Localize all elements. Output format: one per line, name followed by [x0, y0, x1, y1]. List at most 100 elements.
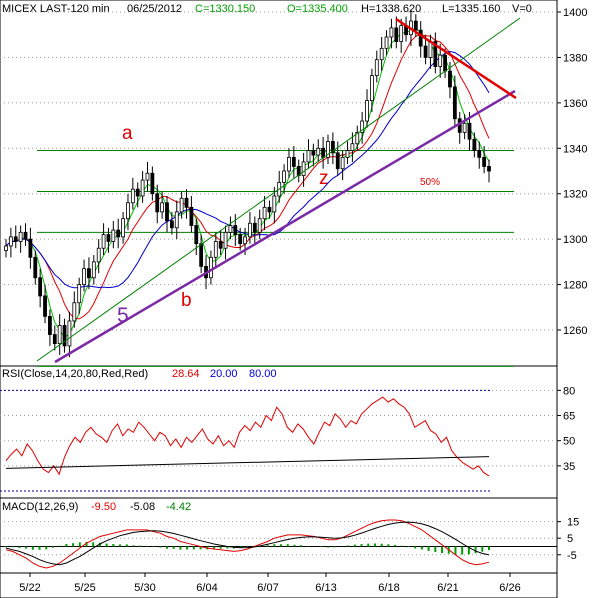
candle-body — [91, 261, 96, 279]
candle-body — [184, 197, 189, 208]
candle-body — [399, 25, 404, 42]
price-tick-label: 1320 — [563, 189, 587, 201]
candle-body — [443, 54, 447, 72]
header-open: O=1335.400 — [287, 3, 348, 15]
candle-body — [43, 295, 47, 317]
macd-tick-label: 5 — [567, 533, 573, 545]
header-date: 06/25/2012 — [127, 3, 182, 15]
price-tick-label: 1280 — [563, 280, 587, 292]
macd-header-params: MACD(12,26,9) — [2, 501, 78, 513]
header-low: L=1335.160 — [442, 3, 500, 15]
candle-body — [452, 86, 457, 120]
macd-header-signal: -5.08 — [130, 501, 155, 513]
wave-label-a: a — [122, 123, 133, 144]
header-high: H=1338.620 — [361, 3, 421, 15]
ma-slow-line — [5, 50, 490, 289]
price-tick-label: 1400 — [563, 7, 587, 19]
x-tick-label: 6/26 — [499, 582, 520, 594]
candle-body — [243, 236, 247, 245]
candle-body — [111, 229, 116, 242]
candle-body — [340, 156, 345, 170]
x-tick-label: 6/07 — [257, 582, 278, 594]
candle-body — [326, 141, 330, 158]
candle-body — [96, 247, 101, 263]
rsi-tick-label: 80 — [563, 385, 575, 397]
candle-body — [291, 156, 296, 167]
candle-body — [189, 206, 194, 226]
candle-body — [106, 234, 111, 242]
fib-50-label: 50% — [420, 177, 440, 188]
candle-body — [321, 147, 326, 158]
candle-body — [438, 54, 443, 67]
candle-body — [267, 206, 272, 213]
header-symbol: MICEX LAST-120 min — [2, 3, 110, 15]
candle-body — [28, 238, 33, 258]
candle-body — [150, 172, 155, 195]
x-tick-label: 6/04 — [196, 582, 217, 594]
rsi-trendline — [5, 456, 490, 469]
rsi-tick-label: 35 — [563, 461, 575, 473]
candle-body — [155, 193, 160, 213]
candle-body — [462, 122, 467, 133]
candle-body — [370, 75, 374, 101]
axes-layer: 1260 1280 1300 1320 1340 1360 1380 1400 35 50 65 80… — [19, 7, 587, 594]
candle-body — [272, 195, 277, 213]
candle-body — [423, 45, 428, 58]
candle-body — [482, 156, 487, 167]
candle-body — [477, 150, 482, 158]
candle-body — [428, 41, 433, 58]
x-tick-label: 6/18 — [378, 582, 399, 594]
candle-body — [233, 225, 238, 235]
candle-body — [311, 150, 316, 156]
candle-body — [257, 218, 262, 233]
rsi-header-value: 28.64 — [172, 368, 200, 380]
price-tick-label: 1380 — [563, 52, 587, 64]
candle-body — [179, 197, 184, 213]
candle-body — [330, 141, 335, 154]
candle-body — [487, 166, 491, 172]
macd-tick-label: -5 — [567, 550, 577, 562]
candle-body — [82, 268, 86, 285]
candle-body — [18, 231, 23, 242]
candle-body — [218, 241, 223, 249]
candle-body — [306, 150, 311, 163]
rsi-header-low: 20.00 — [210, 368, 238, 380]
candle-body — [213, 241, 218, 258]
candle-body — [135, 188, 140, 197]
candle-body — [67, 320, 72, 347]
candle-body — [316, 147, 321, 156]
macd-line — [5, 519, 490, 569]
ma-fast-line — [5, 27, 490, 339]
price-tick-label: 1340 — [563, 143, 587, 155]
candle-body — [350, 143, 355, 151]
rsi-header-params: RSI(Close,14,20,80,Red,Red) — [2, 368, 148, 380]
candle-body — [394, 27, 399, 42]
candle-body — [165, 202, 169, 222]
candle-body — [169, 220, 174, 229]
candle-body — [174, 211, 179, 229]
macd-header-macd: -9.50 — [91, 501, 116, 513]
candle-body — [360, 120, 365, 133]
header-volume: V=0 — [512, 3, 532, 15]
wave-label-b: b — [181, 290, 192, 311]
wave-label-5: 5 — [117, 304, 129, 327]
candle-body — [472, 138, 477, 151]
price-tick-label: 1260 — [563, 325, 587, 337]
candle-body — [467, 122, 472, 140]
candle-body — [77, 284, 82, 304]
candle-body — [223, 231, 228, 249]
x-tick-label: 5/22 — [19, 582, 40, 594]
candle-body — [379, 47, 384, 61]
price-tick-label: 1360 — [563, 98, 587, 110]
price-tick-label: 1300 — [563, 234, 587, 246]
candle-body — [194, 225, 199, 245]
wave-label-z: z — [319, 168, 329, 189]
candle-body — [228, 225, 233, 233]
price-layer — [0, 9, 557, 367]
candle-body — [413, 20, 418, 31]
candle-body — [384, 36, 389, 49]
candle-body — [282, 170, 286, 183]
candle-body — [433, 41, 438, 67]
candle-body — [38, 277, 43, 297]
